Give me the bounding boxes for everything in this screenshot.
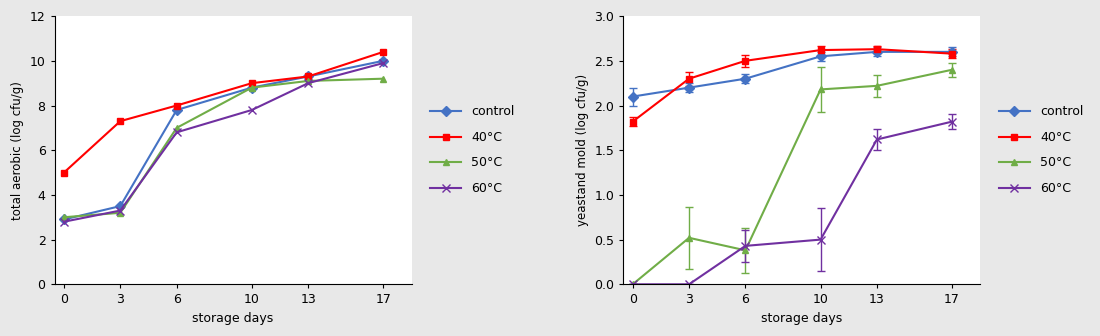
60°C [245,108,258,112]
control [245,86,258,90]
60°C [57,220,70,224]
40°C [113,119,127,123]
40°C [245,81,258,85]
40°C [170,103,184,108]
50°C [113,211,127,215]
Line: 50°C: 50°C [60,75,387,221]
40°C [377,50,390,54]
control [301,75,315,79]
control [377,59,390,63]
Line: 40°C: 40°C [60,48,387,176]
50°C [377,77,390,81]
60°C [377,61,390,65]
X-axis label: storage days: storage days [761,312,843,325]
Legend: control, 40°C, 50°C, 60°C: control, 40°C, 50°C, 60°C [993,100,1088,200]
50°C [301,79,315,83]
control [57,217,70,221]
50°C [57,215,70,219]
50°C [170,126,184,130]
control [170,108,184,112]
X-axis label: storage days: storage days [192,312,274,325]
Y-axis label: total aerobic (log cfu/g): total aerobic (log cfu/g) [11,81,24,220]
60°C [170,130,184,134]
Legend: control, 40°C, 50°C, 60°C: control, 40°C, 50°C, 60°C [425,100,519,200]
60°C [113,209,127,213]
40°C [301,75,315,79]
Y-axis label: yeastand mold (log cfu/g): yeastand mold (log cfu/g) [575,74,589,226]
Line: 60°C: 60°C [59,59,387,226]
50°C [245,86,258,90]
60°C [301,81,315,85]
control [113,204,127,208]
Line: control: control [60,57,387,223]
40°C [57,171,70,175]
